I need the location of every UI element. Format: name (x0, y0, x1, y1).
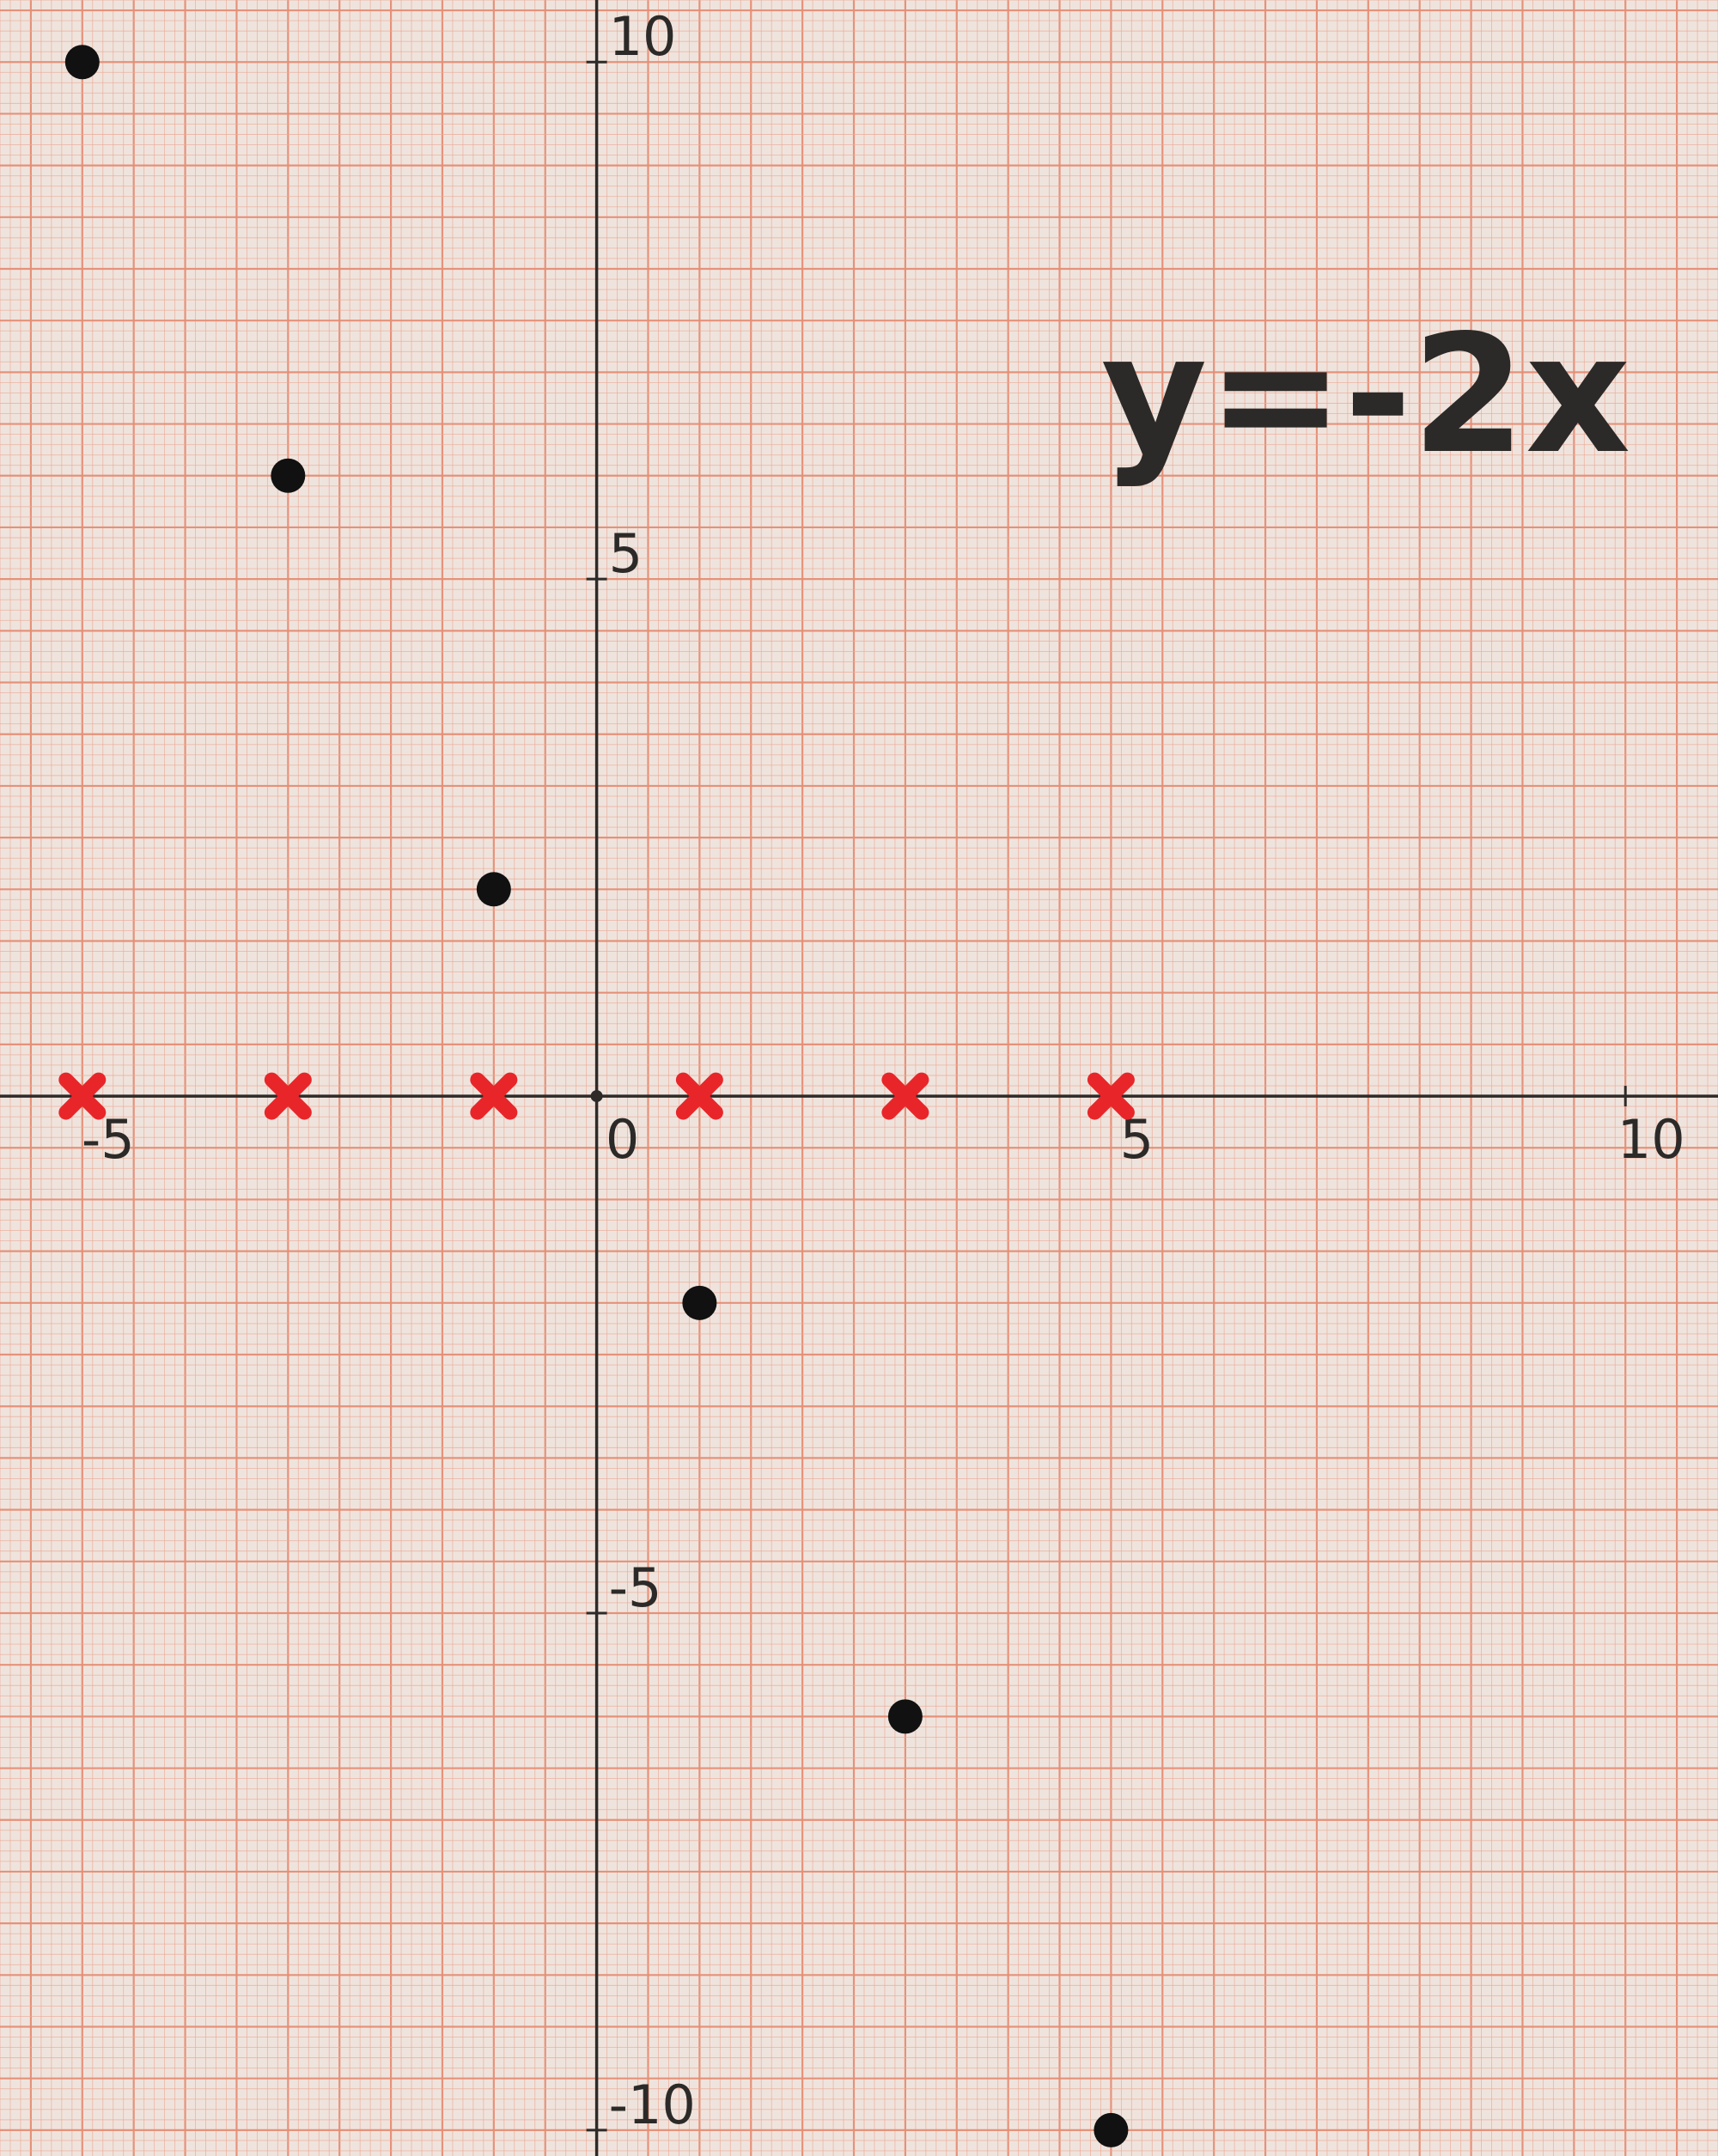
black-point (476, 872, 511, 907)
red-cross-point (881, 1072, 929, 1120)
x-tick-label: 0 (606, 1108, 639, 1171)
x-tick-label: -5 (82, 1108, 135, 1171)
red-cross-point (264, 1072, 312, 1120)
chart-title: y=-2x (1101, 300, 1631, 490)
y-tick-label: 10 (609, 5, 677, 68)
data-marks (58, 45, 1135, 2147)
black-point (271, 458, 306, 493)
x-tick-label: 10 (1617, 1108, 1685, 1171)
black-point (1094, 2112, 1129, 2147)
red-cross-point (675, 1072, 723, 1120)
y-tick-label: -10 (609, 2074, 696, 2136)
black-point (887, 1699, 923, 1734)
red-cross-point (470, 1072, 518, 1120)
black-point (682, 1285, 717, 1320)
red-cross-point (58, 1072, 107, 1120)
red-cross-point (1087, 1072, 1135, 1120)
black-point (64, 45, 100, 80)
y-tick-label: -5 (609, 1556, 662, 1619)
y-tick-label: 5 (609, 522, 643, 585)
origin-dot (590, 1090, 603, 1103)
